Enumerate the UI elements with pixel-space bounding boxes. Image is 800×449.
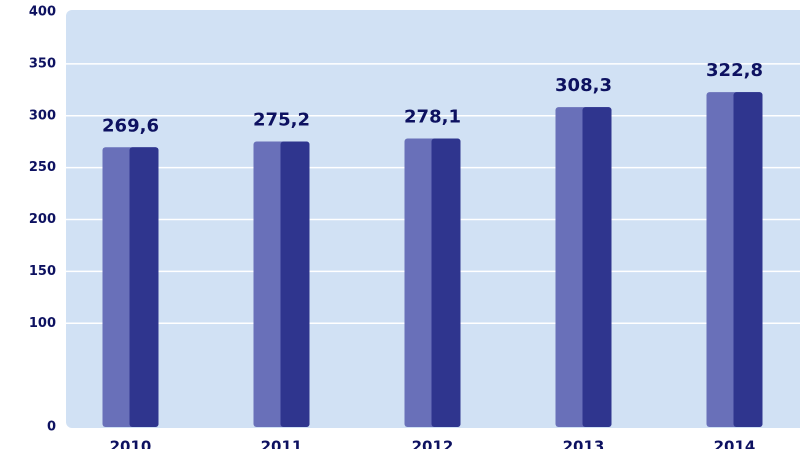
y-tick-label: 0 [47,420,56,435]
bar [555,107,612,428]
x-tick-label: 2013 [563,438,605,449]
y-tick-label: 250 [29,160,56,175]
value-label: 275,2 [253,109,310,130]
y-tick-label: 200 [29,212,56,227]
y-tick-label: 100 [29,316,56,331]
value-label: 322,8 [706,60,763,81]
x-tick-label: 2012 [412,438,454,449]
x-tick-label: 2014 [714,438,756,449]
bar-part [280,141,310,428]
bar-part [582,107,612,428]
value-label: 308,3 [555,75,612,96]
value-label: 269,6 [102,115,159,136]
bar [706,92,763,427]
bar-part [733,92,763,427]
x-tick-label: 2010 [110,438,152,449]
y-tick-label: 400 [29,5,56,20]
y-tick-label: 300 [29,108,56,123]
bar [102,147,159,428]
bar [253,141,310,428]
y-tick-label: 150 [29,264,56,279]
bar-part [129,147,159,428]
y-tick-label: 350 [29,56,56,71]
x-tick-label: 2011 [261,438,303,449]
bar [404,138,461,427]
value-label: 278,1 [404,106,461,127]
bar-part [431,138,461,427]
